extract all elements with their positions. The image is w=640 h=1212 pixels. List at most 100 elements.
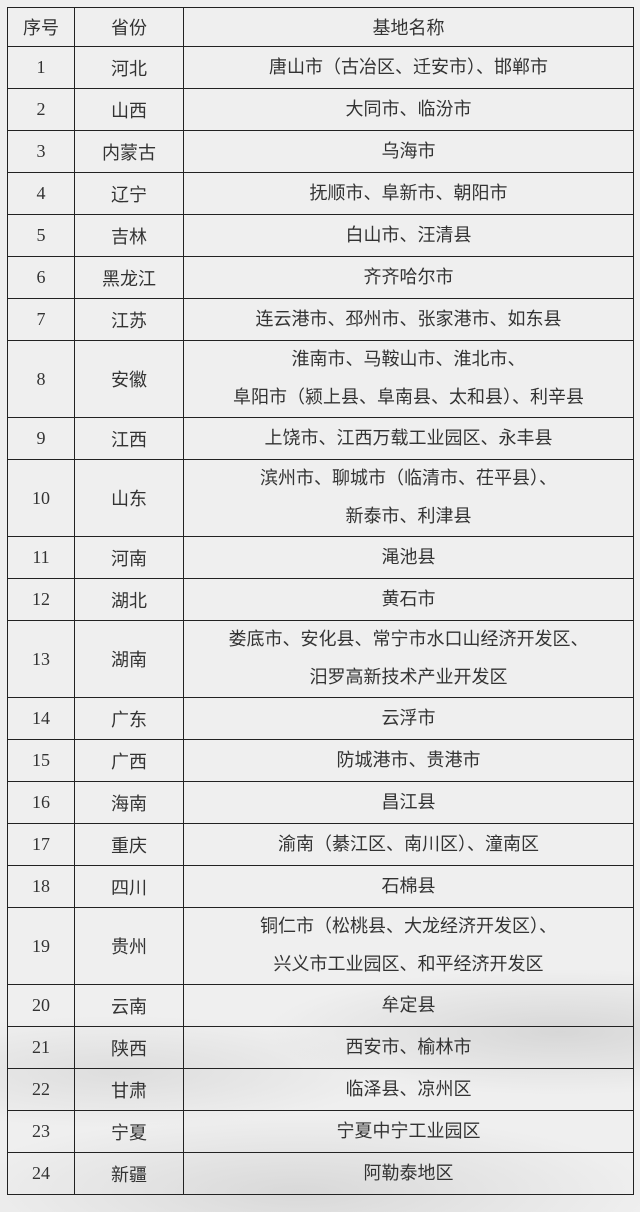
row-bases-line: 牟定县 [381, 994, 436, 1016]
table-row: 4 辽宁 抚顺市、阜新市、朝阳市 [7, 172, 634, 215]
row-bases-line: 临泽县、凉州区 [345, 1078, 472, 1100]
table-row: 17 重庆 渝南（綦江区、南川区）、潼南区 [7, 823, 634, 866]
row-bases-line: 黄石市 [381, 588, 436, 610]
table-row: 14 广东 云浮市 [7, 697, 634, 740]
row-bases: 乌海市 [183, 130, 634, 173]
row-bases-line: 上饶市、江西万载工业园区、永丰县 [264, 427, 553, 449]
table-row: 6 黑龙江 齐齐哈尔市 [7, 256, 634, 299]
row-bases-line: 滨州市、聊城市（临清市、茌平县）、 [260, 468, 557, 489]
row-bases-line: 齐齐哈尔市 [363, 266, 454, 288]
row-province: 山西 [74, 88, 184, 131]
row-bases-line: 新泰市、利津县 [345, 506, 472, 527]
row-bases: 渝南（綦江区、南川区）、潼南区 [183, 823, 634, 866]
bases-table: 序号 省份 基地名称 1 河北 唐山市（古冶区、迁安市）、邯郸市 2 山西 大同市、临汾市… [7, 7, 634, 1195]
table-row: 15 广西 防城港市、贵港市 [7, 739, 634, 782]
row-index: 10 [7, 459, 75, 537]
row-bases-line: 阜阳市（颍上县、阜南县、太和县）、利辛县 [233, 387, 584, 408]
row-index: 17 [7, 823, 75, 866]
row-index: 11 [7, 536, 75, 579]
row-index: 2 [7, 88, 75, 131]
row-bases-line: 汨罗高新技术产业开发区 [309, 667, 508, 688]
row-bases: 石棉县 [183, 865, 634, 908]
row-index: 23 [7, 1110, 75, 1153]
row-province: 广东 [74, 697, 184, 740]
table-row: 21 陕西 西安市、榆林市 [7, 1026, 634, 1069]
row-bases-line: 昌江县 [381, 791, 436, 813]
row-province: 四川 [74, 865, 184, 908]
row-index: 21 [7, 1026, 75, 1069]
table-row: 12 湖北 黄石市 [7, 578, 634, 621]
row-bases-line: 白山市、汪清县 [345, 224, 472, 246]
table-row: 5 吉林 白山市、汪清县 [7, 214, 634, 257]
row-province: 新疆 [74, 1152, 184, 1195]
row-bases: 上饶市、江西万载工业园区、永丰县 [183, 417, 634, 460]
row-bases-line: 铜仁市（松桃县、大龙经济开发区）、 [260, 916, 557, 937]
row-bases: 渑池县 [183, 536, 634, 579]
table-row: 13 湖南 娄底市、安化县、常宁市水口山经济开发区、 汨罗高新技术产业开发区 [7, 620, 634, 698]
row-bases: 抚顺市、阜新市、朝阳市 [183, 172, 634, 215]
table-row: 9 江西 上饶市、江西万载工业园区、永丰县 [7, 417, 634, 460]
row-bases: 阿勒泰地区 [183, 1152, 634, 1195]
table-row: 16 海南 昌江县 [7, 781, 634, 824]
row-bases: 白山市、汪清县 [183, 214, 634, 257]
row-bases: 黄石市 [183, 578, 634, 621]
row-index: 14 [7, 697, 75, 740]
row-bases: 临泽县、凉州区 [183, 1068, 634, 1111]
row-province: 贵州 [74, 907, 184, 985]
row-bases-line: 宁夏中宁工业园区 [336, 1120, 481, 1142]
row-bases-line: 云浮市 [381, 707, 436, 729]
table-row: 8 安徽 淮南市、马鞍山市、淮北市、阜阳市（颍上县、阜南县、太和县）、利辛县 [7, 340, 634, 418]
table-row: 1 河北 唐山市（古冶区、迁安市）、邯郸市 [7, 46, 634, 89]
row-bases: 宁夏中宁工业园区 [183, 1110, 634, 1153]
row-index: 8 [7, 340, 75, 418]
row-bases-line: 唐山市（古冶区、迁安市）、邯郸市 [269, 56, 548, 78]
row-bases-line: 大同市、临汾市 [345, 98, 472, 120]
row-bases-line: 娄底市、安化县、常宁市水口山经济开发区、 [228, 629, 589, 650]
table-row: 19 贵州 铜仁市（松桃县、大龙经济开发区）、 兴义市工业园区、和平经济开发区 [7, 907, 634, 985]
row-province: 广西 [74, 739, 184, 782]
row-province: 江苏 [74, 298, 184, 341]
row-province: 宁夏 [74, 1110, 184, 1153]
row-province: 江西 [74, 417, 184, 460]
table-row: 10 山东 滨州市、聊城市（临清市、茌平县）、 新泰市、利津县 [7, 459, 634, 537]
row-province: 吉林 [74, 214, 184, 257]
row-bases-line: 淮南市、马鞍山市、淮北市、 [291, 349, 526, 370]
row-province: 辽宁 [74, 172, 184, 215]
row-bases-line: 阿勒泰地区 [363, 1162, 454, 1184]
row-bases-line: 防城港市、贵港市 [336, 749, 481, 771]
row-bases: 昌江县 [183, 781, 634, 824]
table-row: 2 山西 大同市、临汾市 [7, 88, 634, 131]
row-index: 24 [7, 1152, 75, 1195]
table-row: 23 宁夏 宁夏中宁工业园区 [7, 1110, 634, 1153]
row-index: 4 [7, 172, 75, 215]
row-province: 内蒙古 [74, 130, 184, 173]
row-province: 黑龙江 [74, 256, 184, 299]
header-bases: 基地名称 [183, 7, 634, 47]
row-bases: 连云港市、邳州市、张家港市、如东县 [183, 298, 634, 341]
table-row: 11 河南 渑池县 [7, 536, 634, 579]
row-index: 3 [7, 130, 75, 173]
row-bases-line: 连云港市、邳州市、张家港市、如东县 [255, 308, 562, 330]
row-index: 5 [7, 214, 75, 257]
row-province: 云南 [74, 984, 184, 1027]
row-province: 重庆 [74, 823, 184, 866]
row-province: 海南 [74, 781, 184, 824]
row-bases: 唐山市（古冶区、迁安市）、邯郸市 [183, 46, 634, 89]
header-index: 序号 [7, 7, 75, 47]
row-province: 陕西 [74, 1026, 184, 1069]
row-bases-line: 石棉县 [381, 875, 436, 897]
row-index: 12 [7, 578, 75, 621]
row-index: 22 [7, 1068, 75, 1111]
row-bases: 齐齐哈尔市 [183, 256, 634, 299]
row-index: 7 [7, 298, 75, 341]
row-index: 16 [7, 781, 75, 824]
table-row: 22 甘肃 临泽县、凉州区 [7, 1068, 634, 1111]
row-index: 1 [7, 46, 75, 89]
row-bases: 铜仁市（松桃县、大龙经济开发区）、 兴义市工业园区、和平经济开发区 [183, 907, 634, 985]
table-row: 24 新疆 阿勒泰地区 [7, 1152, 634, 1195]
row-province: 湖北 [74, 578, 184, 621]
row-bases: 西安市、榆林市 [183, 1026, 634, 1069]
row-index: 20 [7, 984, 75, 1027]
row-bases-line: 兴义市工业园区、和平经济开发区 [273, 954, 544, 975]
row-province: 安徽 [74, 340, 184, 418]
